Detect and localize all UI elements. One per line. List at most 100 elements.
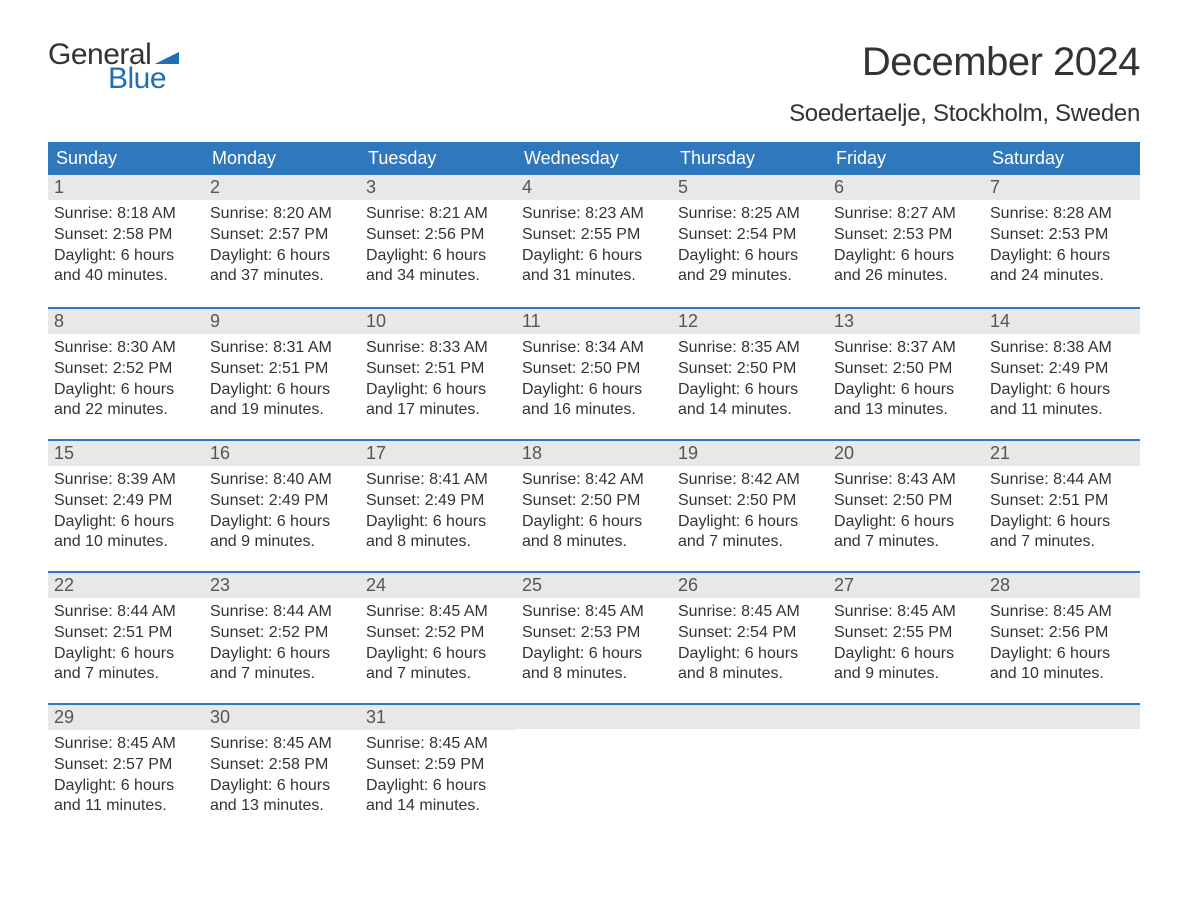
day-cell: 30Sunrise: 8:45 AMSunset: 2:58 PMDayligh…: [204, 705, 360, 835]
daylight-line2: and 17 minutes.: [366, 400, 510, 421]
sunset-text: Sunset: 2:57 PM: [54, 755, 198, 776]
daylight-line1: Daylight: 6 hours: [366, 512, 510, 533]
daylight-line2: and 34 minutes.: [366, 266, 510, 287]
day-cell: 3Sunrise: 8:21 AMSunset: 2:56 PMDaylight…: [360, 175, 516, 307]
week-row: 15Sunrise: 8:39 AMSunset: 2:49 PMDayligh…: [48, 439, 1140, 571]
day-body: Sunrise: 8:45 AMSunset: 2:53 PMDaylight:…: [516, 598, 672, 697]
sunrise-text: Sunrise: 8:30 AM: [54, 338, 198, 359]
sunrise-text: Sunrise: 8:21 AM: [366, 204, 510, 225]
daylight-line2: and 10 minutes.: [990, 664, 1134, 685]
day-body: Sunrise: 8:31 AMSunset: 2:51 PMDaylight:…: [204, 334, 360, 433]
week-row: 22Sunrise: 8:44 AMSunset: 2:51 PMDayligh…: [48, 571, 1140, 703]
day-body: [672, 729, 828, 745]
sunrise-text: Sunrise: 8:44 AM: [54, 602, 198, 623]
sunrise-text: Sunrise: 8:45 AM: [990, 602, 1134, 623]
day-number: [828, 705, 984, 729]
sunset-text: Sunset: 2:50 PM: [678, 359, 822, 380]
day-body: Sunrise: 8:44 AMSunset: 2:51 PMDaylight:…: [984, 466, 1140, 565]
daylight-line1: Daylight: 6 hours: [834, 512, 978, 533]
day-cell: 23Sunrise: 8:44 AMSunset: 2:52 PMDayligh…: [204, 573, 360, 703]
daylight-line1: Daylight: 6 hours: [834, 644, 978, 665]
daylight-line1: Daylight: 6 hours: [210, 776, 354, 797]
weekday-tuesday: Tuesday: [360, 142, 516, 175]
daylight-line1: Daylight: 6 hours: [54, 776, 198, 797]
sunset-text: Sunset: 2:50 PM: [678, 491, 822, 512]
daylight-line2: and 19 minutes.: [210, 400, 354, 421]
daylight-line1: Daylight: 6 hours: [366, 776, 510, 797]
daylight-line2: and 22 minutes.: [54, 400, 198, 421]
sunrise-text: Sunrise: 8:45 AM: [210, 734, 354, 755]
day-cell: 14Sunrise: 8:38 AMSunset: 2:49 PMDayligh…: [984, 309, 1140, 439]
week-row: 1Sunrise: 8:18 AMSunset: 2:58 PMDaylight…: [48, 175, 1140, 307]
sunrise-text: Sunrise: 8:20 AM: [210, 204, 354, 225]
day-cell: 12Sunrise: 8:35 AMSunset: 2:50 PMDayligh…: [672, 309, 828, 439]
day-number: 19: [672, 441, 828, 466]
day-body: Sunrise: 8:23 AMSunset: 2:55 PMDaylight:…: [516, 200, 672, 299]
sunset-text: Sunset: 2:49 PM: [990, 359, 1134, 380]
day-number: 28: [984, 573, 1140, 598]
day-cell: 7Sunrise: 8:28 AMSunset: 2:53 PMDaylight…: [984, 175, 1140, 307]
day-body: Sunrise: 8:38 AMSunset: 2:49 PMDaylight:…: [984, 334, 1140, 433]
sunrise-text: Sunrise: 8:18 AM: [54, 204, 198, 225]
day-body: Sunrise: 8:41 AMSunset: 2:49 PMDaylight:…: [360, 466, 516, 565]
day-number: 23: [204, 573, 360, 598]
day-number: 18: [516, 441, 672, 466]
day-body: Sunrise: 8:45 AMSunset: 2:52 PMDaylight:…: [360, 598, 516, 697]
sunset-text: Sunset: 2:53 PM: [834, 225, 978, 246]
sunset-text: Sunset: 2:53 PM: [522, 623, 666, 644]
day-cell: 26Sunrise: 8:45 AMSunset: 2:54 PMDayligh…: [672, 573, 828, 703]
sunset-text: Sunset: 2:49 PM: [54, 491, 198, 512]
sunset-text: Sunset: 2:59 PM: [366, 755, 510, 776]
daylight-line2: and 11 minutes.: [54, 796, 198, 817]
daylight-line2: and 9 minutes.: [834, 664, 978, 685]
sunrise-text: Sunrise: 8:44 AM: [990, 470, 1134, 491]
daylight-line2: and 9 minutes.: [210, 532, 354, 553]
day-number: 31: [360, 705, 516, 730]
daylight-line1: Daylight: 6 hours: [366, 644, 510, 665]
day-cell: 31Sunrise: 8:45 AMSunset: 2:59 PMDayligh…: [360, 705, 516, 835]
sunrise-text: Sunrise: 8:44 AM: [210, 602, 354, 623]
sunset-text: Sunset: 2:54 PM: [678, 225, 822, 246]
daylight-line2: and 40 minutes.: [54, 266, 198, 287]
day-cell: 29Sunrise: 8:45 AMSunset: 2:57 PMDayligh…: [48, 705, 204, 835]
day-body: [984, 729, 1140, 745]
daylight-line1: Daylight: 6 hours: [366, 246, 510, 267]
day-body: Sunrise: 8:40 AMSunset: 2:49 PMDaylight:…: [204, 466, 360, 565]
sunrise-text: Sunrise: 8:25 AM: [678, 204, 822, 225]
day-body: Sunrise: 8:18 AMSunset: 2:58 PMDaylight:…: [48, 200, 204, 299]
sunset-text: Sunset: 2:55 PM: [522, 225, 666, 246]
sunrise-text: Sunrise: 8:35 AM: [678, 338, 822, 359]
sunrise-text: Sunrise: 8:27 AM: [834, 204, 978, 225]
day-number: 1: [48, 175, 204, 200]
sunrise-text: Sunrise: 8:42 AM: [522, 470, 666, 491]
daylight-line2: and 13 minutes.: [210, 796, 354, 817]
sunrise-text: Sunrise: 8:45 AM: [834, 602, 978, 623]
daylight-line2: and 16 minutes.: [522, 400, 666, 421]
brand-logo: General Blue: [48, 40, 179, 94]
daylight-line2: and 37 minutes.: [210, 266, 354, 287]
sunrise-text: Sunrise: 8:45 AM: [54, 734, 198, 755]
weekday-saturday: Saturday: [984, 142, 1140, 175]
sunset-text: Sunset: 2:56 PM: [366, 225, 510, 246]
sunset-text: Sunset: 2:50 PM: [522, 491, 666, 512]
daylight-line2: and 7 minutes.: [834, 532, 978, 553]
day-cell: 22Sunrise: 8:44 AMSunset: 2:51 PMDayligh…: [48, 573, 204, 703]
day-cell: 5Sunrise: 8:25 AMSunset: 2:54 PMDaylight…: [672, 175, 828, 307]
day-body: Sunrise: 8:28 AMSunset: 2:53 PMDaylight:…: [984, 200, 1140, 299]
sunset-text: Sunset: 2:50 PM: [834, 491, 978, 512]
day-number: [516, 705, 672, 729]
day-number: 17: [360, 441, 516, 466]
day-cell: 6Sunrise: 8:27 AMSunset: 2:53 PMDaylight…: [828, 175, 984, 307]
daylight-line1: Daylight: 6 hours: [522, 644, 666, 665]
daylight-line1: Daylight: 6 hours: [678, 644, 822, 665]
sunrise-text: Sunrise: 8:41 AM: [366, 470, 510, 491]
sunrise-text: Sunrise: 8:37 AM: [834, 338, 978, 359]
daylight-line1: Daylight: 6 hours: [210, 380, 354, 401]
day-cell: 24Sunrise: 8:45 AMSunset: 2:52 PMDayligh…: [360, 573, 516, 703]
sunset-text: Sunset: 2:49 PM: [210, 491, 354, 512]
page-title: December 2024: [862, 40, 1140, 85]
sunrise-text: Sunrise: 8:45 AM: [678, 602, 822, 623]
day-body: [516, 729, 672, 745]
daylight-line1: Daylight: 6 hours: [678, 512, 822, 533]
day-body: Sunrise: 8:21 AMSunset: 2:56 PMDaylight:…: [360, 200, 516, 299]
